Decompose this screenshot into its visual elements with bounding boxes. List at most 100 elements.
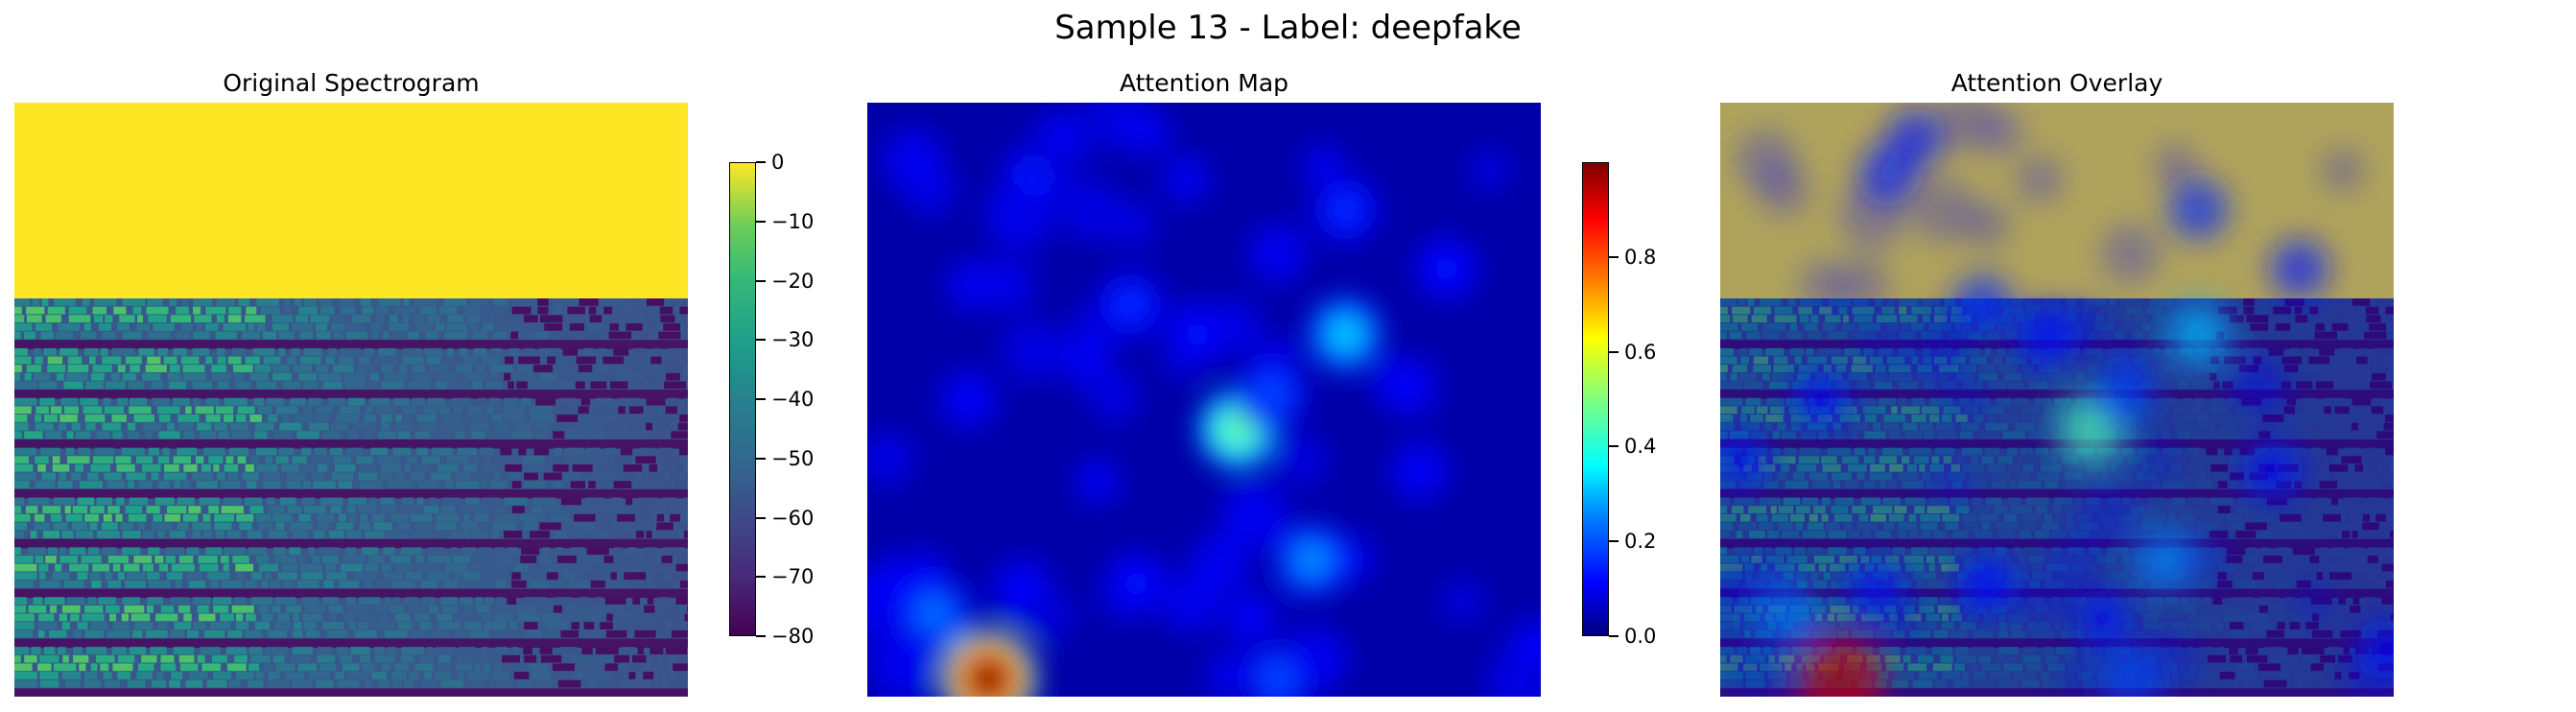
- spectrogram-cell: [1919, 463, 1926, 472]
- spectrogram-cell: [602, 481, 609, 488]
- spectrogram-cell: [231, 431, 251, 439]
- spectrogram-cell: [158, 563, 169, 572]
- spectrogram-cell: [466, 315, 481, 323]
- spectrogram-cell: [523, 647, 532, 654]
- spectrogram-cell: [586, 547, 609, 556]
- spectrogram-cell: [347, 322, 365, 331]
- spectrogram-cell: [299, 563, 322, 572]
- spectrogram-cell: [1981, 456, 1995, 464]
- spectrogram-cell: [2155, 381, 2173, 390]
- spectrogram-cell: [400, 654, 414, 663]
- spectrogram-cell: [620, 415, 638, 422]
- spectrogram-cell: [537, 298, 549, 306]
- spectrogram-cell: [2268, 347, 2284, 356]
- spectrogram-cell: [1767, 531, 1780, 538]
- spectrogram-cell: [2364, 456, 2386, 464]
- spectrogram-cell: [14, 298, 31, 306]
- spectrogram-cell: [2199, 613, 2219, 622]
- spectrogram-cell: [1821, 456, 1837, 464]
- spectrogram-cell: [539, 315, 563, 323]
- spectrogram-cell: [250, 456, 259, 464]
- spectrogram-cell: [205, 415, 221, 422]
- spectrogram-cell: [2186, 522, 2195, 531]
- spectrogram-cell: [130, 397, 147, 406]
- spectrogram-cell: [1934, 447, 1955, 456]
- spectrogram-cell: [89, 522, 98, 531]
- spectrogram-cell: [286, 481, 301, 488]
- spectrogram-cell: [125, 506, 143, 513]
- spectrogram-cell: [1794, 547, 1806, 556]
- spectrogram-cell: [224, 397, 248, 406]
- spectrogram-cell: [484, 597, 494, 605]
- spectrogram-cell: [2008, 613, 2029, 622]
- spectrogram-cell: [2286, 572, 2310, 581]
- spectrogram-cell: [151, 381, 164, 390]
- spectrogram-cell: [508, 381, 514, 390]
- spectrogram-cell: [512, 372, 535, 381]
- spectrogram-cell: [456, 481, 480, 488]
- spectrogram-cell: [44, 597, 65, 605]
- spectrogram-cell: [2354, 463, 2364, 472]
- spectrogram-cell: [2309, 556, 2320, 563]
- spectrogram-cell: [2389, 531, 2394, 538]
- spectrogram-cell: [153, 513, 163, 522]
- spectrogram-cell: [1876, 629, 1891, 638]
- spectrogram-cell: [2152, 322, 2174, 331]
- spectrogram-cell: [173, 397, 190, 406]
- spectrogram-cell: [214, 513, 235, 522]
- spectrogram-cell: [2019, 481, 2042, 488]
- spectrogram-cell: [539, 605, 549, 613]
- spectrogram-cell: [423, 406, 438, 415]
- spectrogram-cell: [89, 572, 101, 581]
- spectrogram-cell: [524, 347, 535, 356]
- spectrogram-cell: [14, 356, 32, 365]
- spectrogram-cell: [2009, 622, 2022, 629]
- spectrogram-cell: [76, 531, 93, 538]
- spectrogram-cell: [132, 629, 143, 638]
- spectrogram-cell: [2097, 580, 2121, 588]
- spectrogram-cell: [2025, 663, 2043, 672]
- spectrogram-cell: [163, 472, 187, 481]
- spectrogram-cell: [14, 654, 21, 663]
- spectrogram-cell: [77, 572, 88, 581]
- attention-hotspot-core: [967, 657, 1010, 697]
- spectrogram-cell: [1998, 629, 2009, 638]
- spectrogram-cell: [2022, 654, 2041, 663]
- spectrogram-cell: [352, 315, 371, 323]
- spectrogram-cell: [467, 406, 484, 415]
- spectrogram-cell: [584, 472, 593, 481]
- spectrogram-cell: [2381, 563, 2394, 572]
- spectrogram-cell: [1748, 506, 1767, 513]
- spectrogram-cell: [2311, 629, 2333, 638]
- spectrogram-cell: [597, 456, 609, 464]
- spectrogram-cell: [248, 679, 264, 688]
- spectrogram-cell: [2189, 622, 2211, 629]
- spectrogram-cell: [2348, 556, 2362, 563]
- spectrogram-cell: [1997, 679, 2019, 688]
- spectrogram-cell: [120, 522, 134, 531]
- spectrogram-cell: [443, 580, 459, 588]
- spectrogram-cell: [2237, 506, 2249, 513]
- spectrogram-cell: [303, 347, 322, 356]
- spectrogram-cell: [61, 605, 81, 613]
- spectrogram-cell: [212, 654, 227, 663]
- spectrogram-cell: [136, 672, 153, 679]
- spectrogram-cell: [14, 563, 37, 572]
- attention-background-blob: [2041, 534, 2102, 596]
- spectrogram-cell: [609, 322, 620, 331]
- spectrogram-cell: [107, 556, 129, 563]
- spectrogram-cell: [185, 679, 203, 688]
- spectrogram-cell: [1981, 522, 1991, 531]
- spectrogram-cell: [1899, 298, 1919, 306]
- spectrogram-cell: [2195, 481, 2213, 488]
- spectrogram-cell: [2391, 472, 2394, 481]
- spectrogram-cell: [612, 672, 624, 679]
- spectrogram-cell: [322, 556, 340, 563]
- spectrogram-cell: [134, 622, 154, 629]
- spectrogram-cell: [1931, 456, 1940, 464]
- attention-colorbar-tick-label: 0.8: [1624, 245, 1657, 269]
- spectrogram-cell: [508, 347, 519, 356]
- spectrogram-cell: [504, 372, 511, 381]
- spectrogram-cell: [2245, 647, 2258, 654]
- spectrogram-cell: [292, 322, 313, 331]
